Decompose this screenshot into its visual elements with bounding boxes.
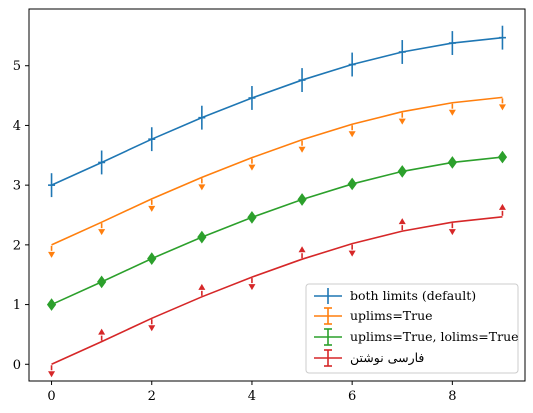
limit-marker <box>247 211 257 224</box>
limit-marker <box>447 156 457 169</box>
legend-swatch-1 <box>314 307 342 325</box>
legend-entry: both limits (default) <box>314 288 476 304</box>
series-1 <box>48 96 506 258</box>
x-tick-label: 8 <box>448 389 456 404</box>
legend-swatch-0 <box>314 288 342 304</box>
upper-limit-arrow <box>298 146 306 153</box>
upper-limit-arrow <box>98 229 106 236</box>
series-line <box>51 156 503 306</box>
x-tick-label: 2 <box>148 389 156 404</box>
legend-box <box>305 283 519 374</box>
limit-marker <box>147 252 157 265</box>
limit-marker <box>497 150 508 164</box>
limit-marker <box>197 230 207 244</box>
upper-limit-arrow <box>48 251 56 258</box>
lower-limit-arrow <box>198 283 206 290</box>
x-tick-label: 0 <box>47 389 55 404</box>
legend-entry: فارسی نوشتن <box>314 349 424 367</box>
limit-marker <box>397 165 407 178</box>
lower-limit-arrow <box>398 218 406 225</box>
lower-limit-arrow <box>98 328 106 335</box>
y-tick-label: 3 <box>13 179 21 194</box>
upper-limit-arrow <box>498 104 506 111</box>
limit-marker <box>46 298 57 311</box>
legend-entry: uplims=True, lolims=True <box>314 328 519 346</box>
legend-swatch-3 <box>314 349 342 367</box>
series-3 <box>48 203 506 378</box>
limit-marker <box>297 193 307 206</box>
x-tick-label: 6 <box>348 389 356 404</box>
y-tick-label: 5 <box>13 59 21 74</box>
legend-label-1: uplims=True <box>350 308 433 323</box>
legend-label-3: فارسی نوشتن <box>350 350 424 366</box>
series-line <box>51 96 503 246</box>
series-line <box>51 36 503 186</box>
upper-limit-arrow <box>198 184 206 191</box>
upper-limit-arrow <box>248 164 256 171</box>
y-tick-label: 2 <box>13 238 21 253</box>
legend-label-0: both limits (default) <box>350 288 476 303</box>
upper-limit-arrow <box>348 250 356 257</box>
series-0 <box>48 25 506 198</box>
legend: both limits (default) uplims=True uplims… <box>305 283 519 374</box>
series-layer <box>46 25 508 378</box>
legend-swatch-2 <box>314 328 342 346</box>
upper-limit-arrow <box>448 109 456 116</box>
x-axis: 0 2 4 6 8 <box>47 381 456 404</box>
y-tick-label: 1 <box>13 298 21 313</box>
series-2 <box>46 150 508 311</box>
y-tick-label: 4 <box>13 119 21 134</box>
upper-limit-arrow <box>248 284 256 291</box>
upper-limit-arrow <box>148 325 156 332</box>
y-axis: 0 1 2 3 4 5 <box>13 59 29 373</box>
upper-limit-arrow <box>398 118 406 125</box>
y-tick-label: 0 <box>13 358 21 373</box>
lower-limit-arrow <box>498 203 506 210</box>
upper-limit-arrow <box>48 371 56 378</box>
x-tick-label: 4 <box>248 389 256 404</box>
upper-limit-arrow <box>348 131 356 138</box>
lower-limit-arrow <box>298 246 306 253</box>
upper-limit-arrow <box>448 229 456 236</box>
legend-label-2: uplims=True, lolims=True <box>350 329 519 344</box>
upper-limit-arrow <box>148 205 156 212</box>
limit-marker <box>347 177 357 191</box>
series-line <box>51 215 503 366</box>
limit-marker <box>97 275 107 289</box>
legend-entry: uplims=True <box>314 307 433 325</box>
